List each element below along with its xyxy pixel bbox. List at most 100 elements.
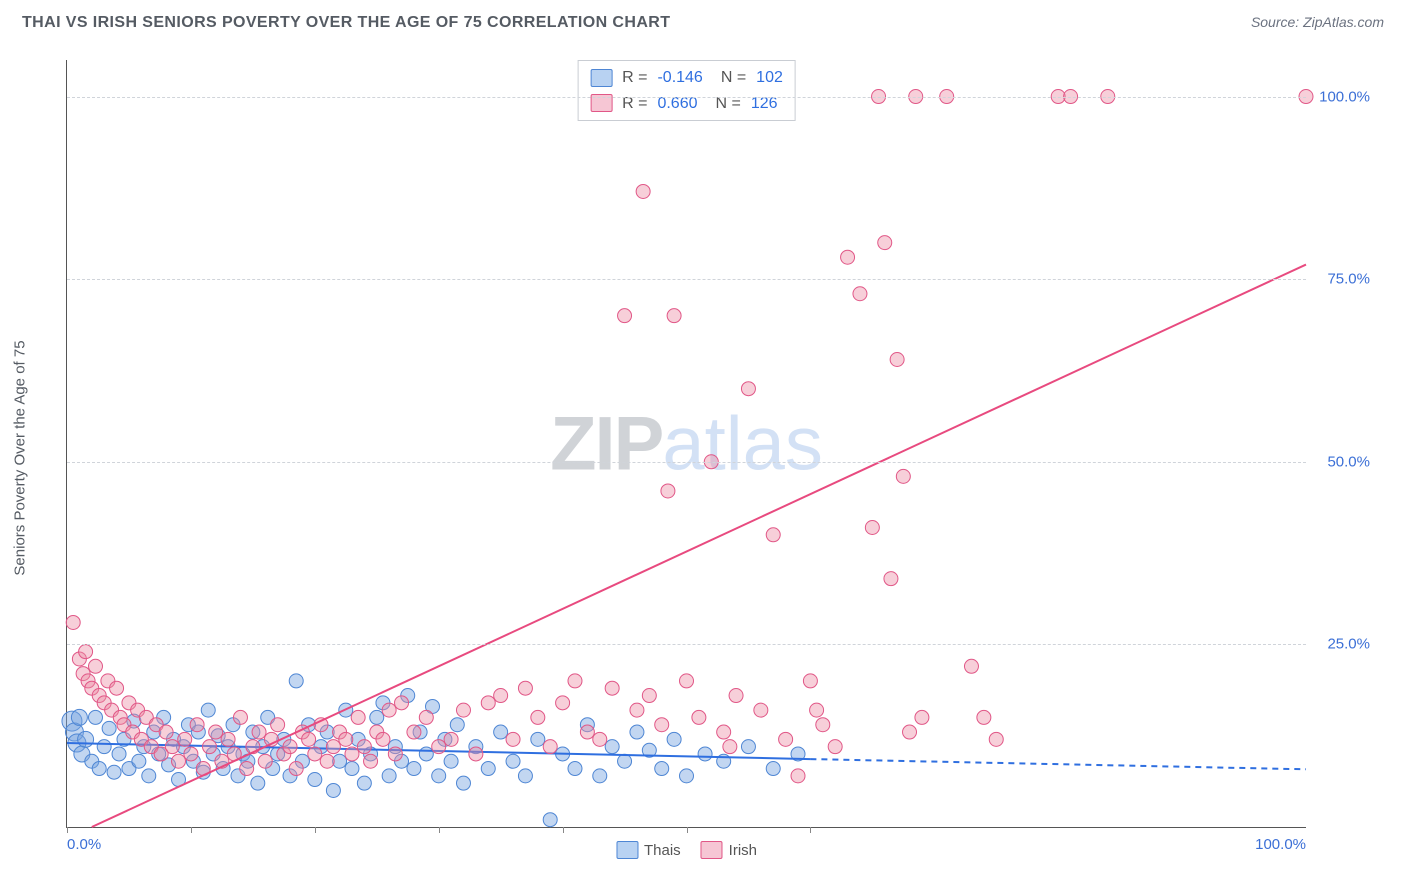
- scatter-point: [841, 250, 855, 264]
- scatter-point: [878, 236, 892, 250]
- scatter-point: [271, 718, 285, 732]
- scatter-point: [655, 762, 669, 776]
- scatter-point: [803, 674, 817, 688]
- x-tick-label: 0.0%: [67, 836, 101, 853]
- scatter-point: [481, 696, 495, 710]
- scatter-point: [680, 769, 694, 783]
- x-tick-mark: [439, 827, 440, 833]
- scatter-point: [890, 352, 904, 366]
- scatter-point: [351, 710, 365, 724]
- scatter-point: [723, 740, 737, 754]
- y-tick-label: 100.0%: [1319, 88, 1370, 105]
- scatter-point: [382, 769, 396, 783]
- scatter-point: [326, 740, 340, 754]
- scatter-point: [630, 703, 644, 717]
- scatter-point: [593, 769, 607, 783]
- x-tick-label: 100.0%: [1255, 836, 1306, 853]
- scatter-point: [456, 776, 470, 790]
- scatter-point: [642, 689, 656, 703]
- scatter-point: [580, 725, 594, 739]
- regression-line-extrapolated: [810, 759, 1306, 769]
- scatter-point: [506, 754, 520, 768]
- scatter-point: [159, 725, 173, 739]
- scatter-point: [240, 762, 254, 776]
- x-tick-mark: [315, 827, 316, 833]
- scatter-point: [201, 703, 215, 717]
- scatter-point: [252, 725, 266, 739]
- y-tick-label: 25.0%: [1327, 636, 1370, 653]
- scatter-point: [741, 382, 755, 396]
- x-tick-mark: [687, 827, 688, 833]
- scatter-point: [766, 762, 780, 776]
- scatter-point: [184, 747, 198, 761]
- scatter-point: [754, 703, 768, 717]
- gridline-h: [67, 644, 1306, 645]
- scatter-point: [865, 521, 879, 535]
- stat-r-label: R =: [622, 91, 647, 117]
- stat-n-value-thais: 102: [756, 65, 783, 91]
- scatter-point: [779, 732, 793, 746]
- legend-stats: R = -0.146 N = 102 R = 0.660 N = 126: [577, 60, 796, 121]
- scatter-point: [853, 287, 867, 301]
- scatter-point: [518, 769, 532, 783]
- scatter-point: [142, 769, 156, 783]
- scatter-point: [444, 754, 458, 768]
- scatter-point: [79, 645, 93, 659]
- scatter-point: [494, 689, 508, 703]
- scatter-point: [618, 754, 632, 768]
- chart-source: Source: ZipAtlas.com: [1251, 14, 1384, 30]
- stat-r-value-thais: -0.146: [657, 65, 702, 91]
- scatter-point: [357, 776, 371, 790]
- legend-label: Thais: [644, 842, 681, 859]
- scatter-point: [97, 740, 111, 754]
- scatter-point: [605, 681, 619, 695]
- scatter-point: [884, 572, 898, 586]
- y-axis-label: Seniors Poverty Over the Age of 75: [12, 340, 29, 575]
- scatter-point: [915, 710, 929, 724]
- scatter-point: [903, 725, 917, 739]
- scatter-point: [741, 740, 755, 754]
- scatter-point: [308, 747, 322, 761]
- scatter-point: [791, 769, 805, 783]
- scatter-point: [729, 689, 743, 703]
- stat-r-value-irish: 0.660: [657, 91, 697, 117]
- chart-title: THAI VS IRISH SENIORS POVERTY OVER THE A…: [22, 14, 670, 32]
- legend-swatch: [616, 841, 638, 859]
- x-tick-mark: [191, 827, 192, 833]
- regression-line: [92, 265, 1306, 827]
- legend-label: Irish: [729, 842, 757, 859]
- scatter-point: [655, 718, 669, 732]
- y-tick-label: 50.0%: [1327, 453, 1370, 470]
- scatter-point: [469, 747, 483, 761]
- scatter-point: [345, 747, 359, 761]
- scatter-point: [556, 696, 570, 710]
- scatter-point: [444, 732, 458, 746]
- scatter-point: [308, 773, 322, 787]
- scatter-point: [698, 747, 712, 761]
- scatter-point: [107, 765, 121, 779]
- gridline-h: [67, 462, 1306, 463]
- scatter-point: [209, 725, 223, 739]
- scatter-point: [326, 783, 340, 797]
- swatch-thais: [590, 69, 612, 87]
- scatter-point: [568, 762, 582, 776]
- plot-area: ZIPatlas R = -0.146 N = 102 R = 0.660 N …: [66, 60, 1306, 828]
- scatter-point: [630, 725, 644, 739]
- scatter-point: [172, 754, 186, 768]
- scatter-point: [364, 754, 378, 768]
- scatter-point: [419, 710, 433, 724]
- legend-swatch: [701, 841, 723, 859]
- legend-stats-row-thais: R = -0.146 N = 102: [590, 65, 783, 91]
- scatter-point: [165, 740, 179, 754]
- scatter-point: [78, 731, 94, 747]
- legend-item: Thais: [616, 841, 681, 859]
- scatter-point: [667, 309, 681, 323]
- scatter-point: [432, 769, 446, 783]
- scatter-point: [382, 703, 396, 717]
- scatter-point: [618, 309, 632, 323]
- scatter-point: [339, 732, 353, 746]
- scatter-point: [680, 674, 694, 688]
- scatter-point: [450, 718, 464, 732]
- scatter-point: [258, 754, 272, 768]
- x-tick-mark: [67, 827, 68, 833]
